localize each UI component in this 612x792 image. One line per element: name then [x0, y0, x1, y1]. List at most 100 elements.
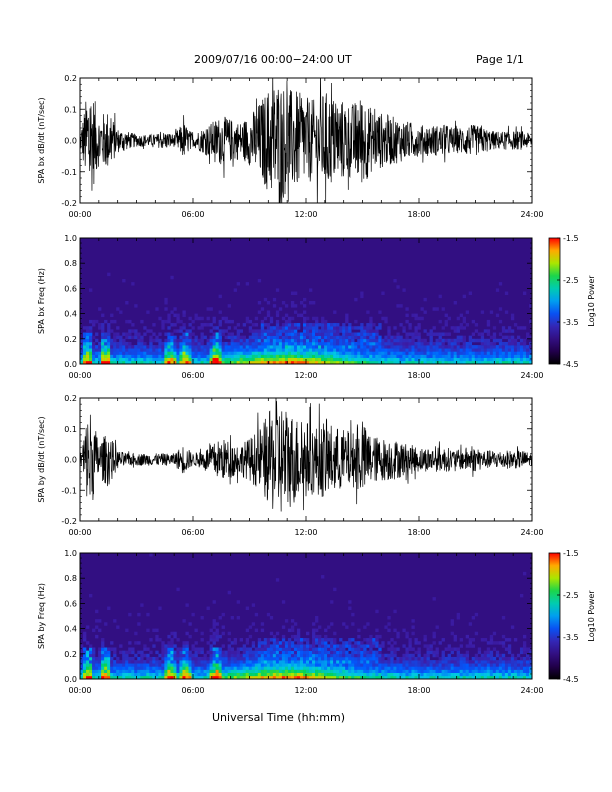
spectrogram-cell	[402, 288, 406, 292]
spectrogram-cell	[290, 641, 295, 645]
spectrogram-cell	[522, 675, 527, 680]
spectrogram-cell	[321, 650, 325, 655]
spectrogram-cell	[432, 660, 436, 664]
spectrogram-cell	[375, 351, 379, 355]
spectrogram-cell	[239, 666, 244, 670]
spectrogram-cell	[149, 666, 153, 670]
spectrogram-cell	[402, 326, 406, 330]
spectrogram-cell	[441, 669, 445, 673]
spectrogram-cell	[206, 650, 210, 655]
spectrogram-cell	[405, 348, 409, 352]
spectrogram-cell	[257, 348, 262, 352]
spectrogram-cell	[450, 675, 454, 680]
spectrogram-cell	[95, 675, 99, 680]
spectrogram-cell	[471, 666, 476, 670]
spectrogram-cell	[327, 323, 331, 327]
spectrogram-cell	[522, 634, 527, 639]
spectrogram-cell	[161, 660, 165, 664]
spectrogram-cell	[113, 357, 117, 362]
spectrogram-cell	[122, 345, 126, 349]
spectrogram-cell	[525, 354, 530, 358]
spectrogram-cell	[462, 345, 466, 349]
spectrogram-cell	[236, 332, 240, 336]
spectrogram-cell	[218, 329, 222, 333]
spectrogram-cell	[233, 663, 237, 667]
spectrogram-cell	[483, 669, 488, 673]
spectrogram-cell	[188, 332, 192, 336]
spectrogram-cell	[251, 669, 256, 673]
spectrogram-cell	[513, 341, 518, 346]
spectrogram-cell	[441, 326, 445, 330]
spectrogram-cell	[164, 338, 168, 343]
x-tick-label: 24:00	[520, 528, 543, 537]
spectrogram-cell	[278, 332, 283, 336]
spectrogram-cell	[209, 634, 213, 639]
spectrogram-cell	[227, 319, 231, 324]
spectrogram-cell	[266, 341, 271, 346]
spectrogram-cell	[366, 323, 370, 327]
x-tick-label: 06:00	[181, 210, 204, 219]
spectrogram-cell	[411, 335, 415, 340]
spectrogram-cell	[257, 332, 262, 336]
spectrogram-cell	[450, 345, 454, 349]
spectrogram-cell	[239, 653, 244, 658]
spectrogram-cell	[516, 672, 521, 677]
spectrogram-cell	[182, 656, 186, 661]
spectrogram-cell	[161, 641, 165, 645]
spectrogram-cell	[411, 625, 415, 629]
spectrogram-cell	[164, 319, 168, 324]
spectrogram-cell	[327, 345, 331, 349]
spectrogram-cell	[107, 656, 111, 661]
spectrogram-cell	[420, 341, 424, 346]
spectrogram-cell	[459, 313, 463, 318]
spectrogram-cell	[447, 360, 451, 365]
spectrogram-cell	[306, 345, 310, 349]
colorbar	[548, 237, 561, 365]
spectrogram-cell	[167, 672, 171, 677]
spectrogram-cell	[390, 345, 394, 349]
spectrogram-cell	[345, 641, 349, 645]
spectrogram-cell	[507, 360, 512, 365]
spectrogram-cell	[230, 641, 234, 645]
spectrogram-cell	[306, 650, 310, 655]
spectrogram-cell	[122, 360, 126, 365]
spectrogram-cell	[203, 354, 207, 358]
spectrogram-cell	[119, 666, 123, 670]
spectrogram-cell	[275, 354, 280, 358]
spectrogram-cell	[408, 360, 412, 365]
spectrogram-cell	[444, 660, 448, 664]
x-tick-label: 06:00	[181, 686, 204, 695]
spectrogram-cell	[167, 326, 171, 330]
spectrogram-cell	[327, 660, 331, 664]
spectrogram-cell	[212, 357, 216, 362]
spectrogram-cell	[176, 672, 180, 677]
spectrogram-cell	[312, 660, 316, 664]
spectrogram-cell	[290, 354, 295, 358]
spectrogram-cell	[266, 301, 271, 305]
spectrogram-cell	[441, 341, 445, 346]
spectrogram-cell	[378, 323, 382, 327]
spectrogram-cell	[92, 672, 96, 677]
spectrogram-cell	[248, 650, 253, 655]
spectrogram-cell	[522, 660, 527, 664]
spectrogram-cell	[519, 326, 524, 330]
spectrogram-cell	[104, 341, 108, 346]
spectrogram-cell	[468, 660, 473, 664]
spectrogram-cell	[212, 348, 216, 352]
spectrogram-cell	[161, 319, 165, 324]
spectrogram-cell	[302, 335, 307, 340]
spectrogram-cell	[450, 650, 454, 655]
spectrogram-cell	[203, 357, 207, 362]
spectrogram-cell	[414, 354, 418, 358]
spectrogram-cell	[221, 329, 225, 333]
spectrogram-cell	[185, 357, 189, 362]
spectrogram-cell	[489, 354, 494, 358]
spectrogram-cell	[471, 357, 476, 362]
spectrogram-cell	[266, 656, 271, 661]
spectrogram-cell	[263, 666, 268, 670]
spectrogram-cell	[384, 669, 388, 673]
spectrogram-cell	[462, 326, 466, 330]
spectrogram-cell	[306, 666, 310, 670]
spectrogram-cell	[230, 354, 234, 358]
spectrogram-cell	[98, 675, 102, 680]
